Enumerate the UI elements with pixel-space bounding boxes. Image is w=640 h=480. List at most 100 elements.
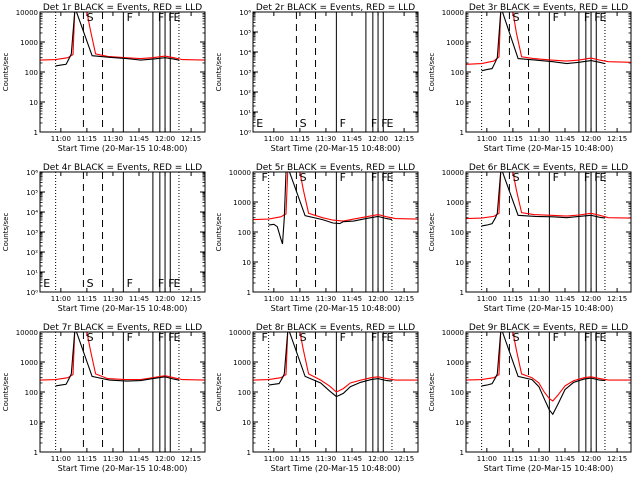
event-letter: F — [584, 331, 590, 344]
event-letter: F — [371, 171, 377, 184]
x-tick-label: 11:15 — [503, 455, 523, 463]
x-tick-label: 12:15 — [394, 455, 414, 463]
x-tick-label: 12:15 — [181, 455, 201, 463]
y-tick-label: 1 — [34, 129, 38, 137]
events-series-line — [268, 332, 392, 398]
event-letter: S — [300, 331, 307, 344]
y-axis-label: Counts/sec — [215, 373, 223, 412]
y-tick-label: 1 — [34, 449, 38, 457]
y-axis-label: Counts/sec — [2, 213, 10, 252]
y-tick-label: 100 — [451, 69, 464, 77]
y-tick-label: 10000 — [442, 169, 464, 177]
x-axis-label: Start Time (20-Mar-15 10:48:00) — [58, 304, 188, 313]
y-tick-label: 10000 — [442, 9, 464, 17]
y-tick-label: 10¹ — [26, 269, 38, 277]
x-tick-label: 11:00 — [51, 295, 71, 303]
x-tick-label: 12:00 — [581, 295, 601, 303]
y-tick-label: 10 — [29, 419, 38, 427]
panel-title: Det 2r BLACK = Events, RED = LLD — [256, 3, 415, 13]
x-axis-label: Start Time (20-Mar-15 10:48:00) — [271, 464, 401, 473]
y-tick-label: 1000 — [446, 199, 464, 207]
y-tick-label: 100 — [238, 389, 251, 397]
x-tick-label: 11:30 — [529, 295, 549, 303]
panel-det-8: Det 8r BLACK = Events, RED = LLD Counts/s… — [215, 323, 419, 473]
y-tick-label: 1000 — [20, 39, 38, 47]
event-letter: S — [513, 11, 520, 24]
event-letter: F — [127, 277, 133, 290]
x-tick-label: 11:30 — [316, 295, 336, 303]
x-tick-label: 12:15 — [607, 295, 627, 303]
y-axis-label: Counts/sec — [2, 373, 10, 412]
panel-det-6: Det 6r BLACK = Events, RED = LLD Counts/s… — [428, 163, 632, 313]
event-letter: F — [127, 331, 133, 344]
y-axis-label: Counts/sec — [428, 373, 436, 412]
event-letter: F — [553, 11, 559, 24]
plot-frame — [252, 11, 419, 133]
x-tick-label: 11:30 — [316, 455, 336, 463]
event-letter: E — [387, 331, 394, 344]
y-tick-label: 1000 — [446, 39, 464, 47]
y-tick-label: 10⁰ — [26, 289, 38, 297]
x-tick-label: 11:15 — [290, 135, 310, 143]
lld-series-line — [466, 332, 631, 402]
x-tick-label: 11:00 — [477, 135, 497, 143]
y-tick-label: 10³ — [239, 69, 251, 77]
panel-title: Det 7r BLACK = Events, RED = LLD — [43, 323, 202, 333]
event-letter: F — [553, 171, 559, 184]
event-letter: F — [594, 171, 600, 184]
panel-det-5: Det 5r BLACK = Events, RED = LLD Counts/s… — [215, 163, 419, 313]
x-tick-label: 12:15 — [607, 135, 627, 143]
y-tick-label: 10000 — [442, 329, 464, 337]
y-tick-label: 1000 — [233, 199, 251, 207]
event-letter: F — [127, 11, 133, 24]
x-tick-label: 12:00 — [581, 455, 601, 463]
x-tick-label: 12:00 — [155, 295, 175, 303]
plot-frame — [39, 331, 206, 453]
y-tick-label: 1000 — [446, 359, 464, 367]
x-tick-label: 12:00 — [368, 455, 388, 463]
y-tick-label: 10000 — [229, 169, 251, 177]
y-tick-label: 10⁴ — [239, 49, 251, 57]
y-tick-label: 10 — [242, 259, 251, 267]
event-letter: F — [553, 331, 559, 344]
panel-det-9: Det 9r BLACK = Events, RED = LLD Counts/s… — [428, 323, 632, 473]
y-tick-label: 1000 — [233, 359, 251, 367]
x-tick-label: 11:45 — [129, 295, 149, 303]
x-tick-label: 11:15 — [77, 295, 97, 303]
y-tick-label: 1000 — [20, 359, 38, 367]
panel-det-2: Det 2r BLACK = Events, RED = LLD Counts/s… — [215, 3, 419, 153]
x-tick-label: 12:15 — [181, 295, 201, 303]
x-tick-label: 12:15 — [607, 455, 627, 463]
event-letter: F — [371, 331, 377, 344]
x-tick-label: 12:00 — [581, 135, 601, 143]
y-axis-label: Counts/sec — [428, 53, 436, 92]
x-tick-label: 11:00 — [51, 455, 71, 463]
plot-frame — [252, 171, 419, 293]
x-tick-label: 11:15 — [503, 295, 523, 303]
event-letter: F — [584, 11, 590, 24]
x-tick-label: 11:00 — [264, 295, 284, 303]
panel-det-7: Det 7r BLACK = Events, RED = LLD Counts/s… — [2, 323, 206, 473]
y-tick-label: 100 — [238, 229, 251, 237]
event-letter: F — [381, 331, 387, 344]
event-letter: F — [340, 117, 346, 130]
x-tick-label: 12:00 — [368, 295, 388, 303]
y-tick-label: 10⁴ — [26, 209, 38, 217]
x-axis-label: Start Time (20-Mar-15 10:48:00) — [484, 144, 614, 153]
y-tick-label: 1 — [460, 129, 464, 137]
y-tick-label: 100 — [451, 229, 464, 237]
x-tick-label: 11:30 — [103, 455, 123, 463]
y-tick-label: 10² — [26, 249, 38, 257]
x-axis-label: Start Time (20-Mar-15 10:48:00) — [484, 464, 614, 473]
x-axis-label: Start Time (20-Mar-15 10:48:00) — [58, 144, 188, 153]
lld-series-line — [253, 332, 418, 393]
y-tick-label: 10000 — [16, 329, 38, 337]
x-tick-label: 11:45 — [129, 455, 149, 463]
y-axis-label: Counts/sec — [215, 53, 223, 92]
x-tick-label: 11:15 — [290, 295, 310, 303]
event-letter: E — [43, 277, 50, 290]
event-letter: F — [261, 171, 267, 184]
event-letter: S — [87, 11, 94, 24]
event-letter: F — [261, 331, 267, 344]
event-letter: F — [594, 331, 600, 344]
